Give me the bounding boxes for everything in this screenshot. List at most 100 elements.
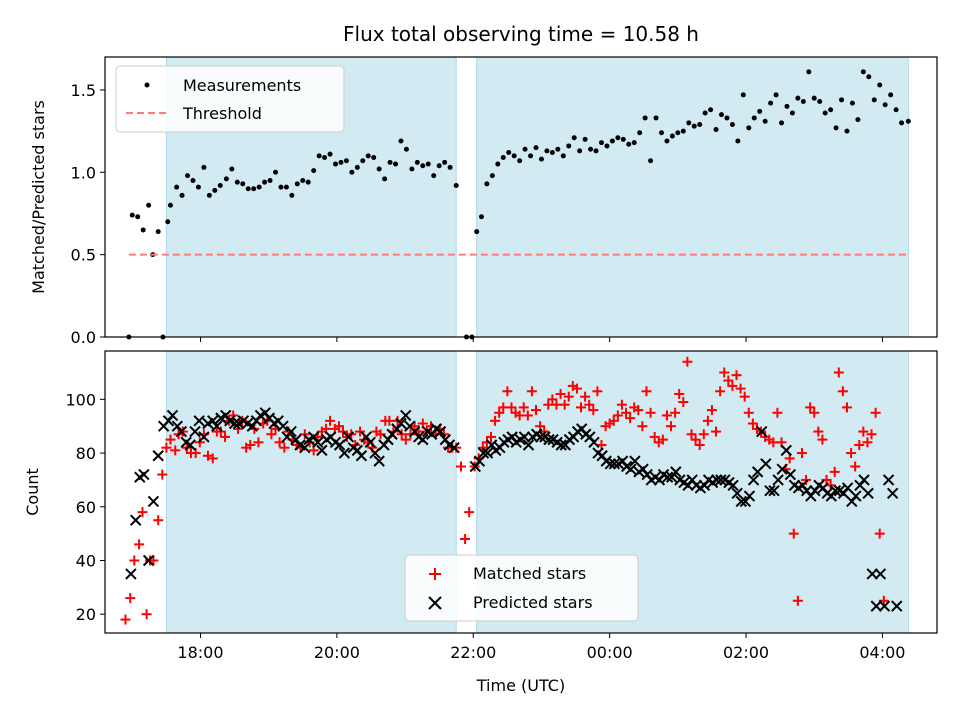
matched-stars-point (633, 405, 644, 416)
predicted-stars-point-b (364, 436, 376, 449)
predicted-stars-point (364, 436, 376, 449)
matched-stars-point (735, 383, 746, 394)
matched-stars-point (125, 593, 136, 604)
measurement-point (484, 181, 490, 187)
predicted-stars-point (299, 441, 311, 454)
predicted-stars-point-b (604, 458, 617, 470)
predicted-stars-point (735, 495, 747, 508)
matched-stars-point (559, 399, 570, 410)
measurement-point (140, 227, 146, 233)
matched-stars-point (161, 442, 172, 453)
measurement-point (544, 148, 550, 154)
predicted-stars-point (588, 436, 600, 449)
matched-stars-point (833, 367, 844, 378)
predicted-stars-point-b (395, 417, 407, 430)
predicted-stars-point-b (448, 441, 460, 454)
measurement-point (201, 164, 207, 170)
predicted-stars-point (395, 417, 407, 430)
measurement-point (129, 212, 135, 218)
matched-stars-point (157, 469, 168, 480)
measurement-point (669, 133, 675, 139)
measurement-point (365, 153, 371, 159)
matched-stars-point (796, 448, 807, 459)
predicted-stars-point (866, 568, 878, 580)
measurement-point (343, 158, 349, 164)
measurement-point (212, 187, 218, 193)
measurement-point (833, 125, 839, 131)
predicted-stars-point-b (211, 420, 223, 432)
measurement-point (697, 122, 703, 128)
predicted-stars-point-b (299, 441, 311, 454)
predicted-stars-point (747, 474, 760, 486)
predicted-stars-point-b (152, 450, 164, 462)
measurement-point (447, 164, 453, 170)
measurement-point (185, 173, 191, 179)
measurement-point (789, 110, 795, 116)
measurement-point (349, 169, 355, 175)
measurement-point (598, 140, 604, 146)
measurement-point (442, 159, 448, 165)
predicted-stars-point-b (417, 433, 429, 446)
measurement-point (877, 82, 883, 88)
measurement-point (278, 184, 284, 190)
measurement-point (757, 108, 763, 114)
measurement-point (893, 107, 899, 113)
measurement-point (146, 202, 152, 208)
measurement-point (800, 98, 806, 104)
predicted-stars-point (228, 417, 241, 430)
matched-stars-point (190, 448, 201, 459)
predicted-stars-point-b (543, 433, 555, 446)
measurement-point (272, 169, 278, 175)
bottom-x-tick-label: 18:00 (177, 643, 223, 662)
matched-stars-point (829, 466, 840, 477)
bottom-x-tick-label: 00:00 (587, 643, 633, 662)
measurement-point (489, 173, 495, 179)
matched-stars-point (792, 595, 803, 606)
predicted-stars-point-b (338, 447, 351, 459)
predicted-stars-point (138, 468, 150, 481)
legend-label-threshold: Threshold (182, 104, 262, 123)
measurement-point (506, 150, 512, 156)
matched-stars-point (464, 507, 475, 518)
predicted-stars-point (874, 568, 887, 580)
matched-stars-point (148, 555, 159, 566)
measurement-point (245, 186, 251, 192)
predicted-stars-point-b (784, 468, 797, 481)
predicted-stars-point-b (184, 439, 196, 451)
chart-title: Flux total observing time = 10.58 h (343, 22, 699, 46)
measurement-point (300, 178, 306, 184)
matched-stars-point (170, 445, 181, 456)
matched-stars-point (518, 402, 529, 413)
predicted-stars-point-b (434, 425, 447, 438)
matched-stars-point (813, 426, 824, 437)
matched-stars-point (137, 507, 148, 518)
measurement-point (905, 118, 911, 124)
matched-stars-point (711, 426, 722, 437)
matched-stars-point (661, 410, 672, 421)
predicted-stars-point-b (711, 474, 723, 486)
legend-label-measurements: Measurements (183, 76, 301, 95)
predicted-stars-point (858, 474, 870, 486)
predicted-stars-point (129, 514, 142, 526)
predicted-stars-point (312, 436, 324, 449)
predicted-stars-point-b (768, 484, 780, 497)
measurement-point (577, 148, 583, 154)
measurement-point (588, 146, 594, 152)
predicted-stars-point (369, 447, 381, 459)
predicted-stars-point-b (125, 568, 137, 580)
predicted-stars-point-b (272, 415, 284, 427)
predicted-stars-point (850, 490, 862, 502)
matched-stars-point (526, 386, 537, 397)
predicted-stars-point (142, 554, 155, 567)
measurement-point (425, 161, 431, 167)
bottom-x-tick-label: 22:00 (450, 643, 496, 662)
measurement-point (311, 168, 317, 174)
bottom-y-ticks: 20 40 60 80 100 (65, 390, 105, 624)
matched-stars-point (870, 407, 881, 418)
count-series (120, 356, 903, 625)
predicted-stars-point-b (294, 439, 306, 451)
matched-stars-point (719, 367, 730, 378)
bottom-y-tick-label: 80 (76, 444, 96, 463)
predicted-stars-point-b (142, 554, 155, 567)
